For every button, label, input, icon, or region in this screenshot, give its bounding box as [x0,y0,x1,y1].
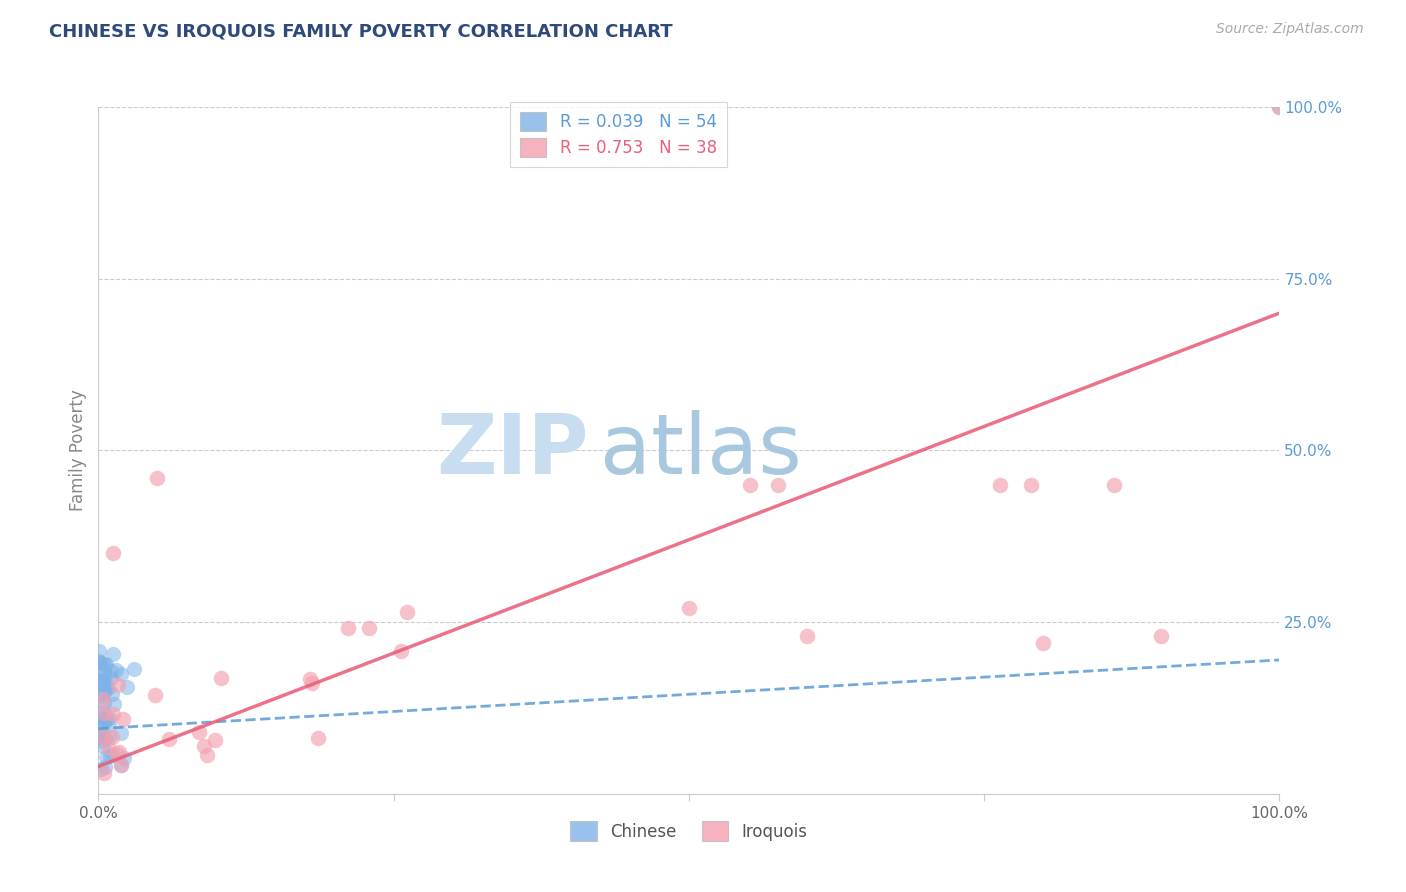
Point [195,747,218,762]
Point [299,672,322,686]
Point [1032,636,1054,650]
Point [115,680,138,694]
Point [93,682,115,697]
Point [93,706,115,720]
Point [143,688,166,702]
Point [101,688,124,702]
Point [1019,478,1042,492]
Point [90,762,112,776]
Point [98,730,121,744]
Point [91,675,114,690]
Point [110,726,132,740]
Point [389,644,412,658]
Point [766,478,789,492]
Point [93,696,115,710]
Point [89,655,111,669]
Point [90,687,112,701]
Point [94,673,117,688]
Legend: Chinese, Iroquois: Chinese, Iroquois [564,814,814,847]
Text: CHINESE VS IROQUOIS FAMILY POVERTY CORRELATION CHART: CHINESE VS IROQUOIS FAMILY POVERTY CORRE… [49,22,673,40]
Point [97,718,120,732]
Point [94,750,117,764]
Point [193,739,215,754]
Point [91,673,114,687]
Point [188,725,211,739]
Point [97,739,120,754]
Point [110,667,132,681]
Point [204,733,226,747]
Point [87,654,110,668]
Point [301,676,323,690]
Point [209,672,232,686]
Text: Source: ZipAtlas.com: Source: ZipAtlas.com [1216,22,1364,37]
Point [97,681,120,696]
Point [1268,100,1291,114]
Point [93,690,115,704]
Point [94,760,117,774]
Point [396,605,419,619]
Point [91,691,114,706]
Point [337,621,360,635]
Point [110,757,132,772]
Y-axis label: Family Poverty: Family Poverty [69,390,87,511]
Point [91,706,114,720]
Point [357,621,380,635]
Point [91,673,114,688]
Point [101,706,124,721]
Point [94,731,117,746]
Point [124,662,146,676]
Point [1102,478,1125,492]
Point [108,745,131,759]
Point [100,749,122,764]
Point [988,478,1011,492]
Point [96,657,118,671]
Point [307,731,329,746]
Point [91,731,114,745]
Point [89,728,111,742]
Point [87,730,110,744]
Point [93,664,115,678]
Point [96,712,118,726]
Point [738,478,761,492]
Point [112,751,135,765]
Text: atlas: atlas [600,410,801,491]
Point [146,471,169,485]
Point [93,713,115,727]
Point [1150,629,1173,643]
Point [157,731,180,746]
Point [110,758,132,772]
Point [105,747,128,762]
Point [93,716,115,731]
Point [100,664,122,678]
Point [796,629,818,643]
Point [90,675,112,690]
Point [678,601,700,615]
Point [100,672,122,686]
Text: ZIP: ZIP [436,410,589,491]
Point [94,681,117,696]
Point [89,644,111,658]
Point [94,657,117,672]
Point [100,730,122,744]
Point [97,711,120,725]
Point [90,709,112,723]
Point [89,724,111,739]
Point [90,656,112,670]
Point [90,711,112,725]
Point [93,765,115,780]
Point [1268,100,1291,114]
Point [104,663,127,677]
Point [93,683,115,698]
Point [101,648,124,662]
Point [111,712,134,726]
Point [103,697,125,711]
Point [101,546,124,561]
Point [91,734,114,748]
Point [93,714,115,728]
Point [93,668,115,682]
Point [107,678,129,692]
Point [91,739,114,753]
Point [100,747,122,761]
